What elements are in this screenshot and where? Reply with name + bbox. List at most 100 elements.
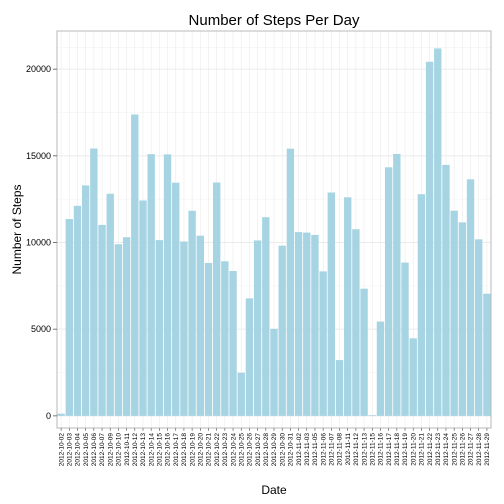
bar [368,415,376,416]
bar [188,210,196,416]
x-tick-label: 2012-11-07 [329,433,336,466]
bar [475,239,483,416]
x-tick-label: 2012-11-06 [320,433,327,466]
x-tick-label: 2012-10-26 [247,433,254,467]
x-tick-label: 2012-11-03 [304,433,311,466]
x-tick-label: 2012-11-13 [361,433,368,466]
bar [303,232,311,416]
bar [335,360,344,416]
x-tick-label: 2012-11-29 [484,433,491,466]
bar [245,298,254,416]
x-tick-label: 2012-11-05 [312,433,319,466]
bar [90,148,98,416]
bar [172,182,180,416]
bar [73,205,82,416]
bar [344,197,352,416]
x-tick-label: 2012-11-16 [378,433,385,466]
bar [81,185,90,416]
bar [229,271,237,416]
x-tick-label: 2012-10-13 [140,433,147,467]
x-tick-label: 2012-10-23 [222,433,229,467]
x-tick-label: 2012-10-09 [107,433,114,467]
bar [65,219,73,416]
x-tick-label: 2012-10-05 [83,433,90,467]
bar [122,237,131,416]
chart-title: Number of Steps Per Day [189,12,360,29]
bar [311,234,319,416]
x-axis: 2012-10-02 2012-10-03 2012-10-04 2012-10-05… [58,428,491,466]
x-tick-label: 2012-11-19 [402,433,409,466]
x-tick-label: 2012-11-25 [451,433,458,466]
bar [221,261,229,416]
x-tick-label: 2012-10-02 [58,433,65,467]
bar [434,48,442,416]
bar [409,338,417,416]
x-tick-label: 2012-11-21 [419,433,426,466]
bar [155,240,164,416]
bar [262,217,270,416]
bar [360,288,368,416]
x-tick-label: 2012-10-29 [271,433,278,467]
bar [286,148,295,416]
x-tick-label: 2012-11-23 [435,433,442,466]
x-tick-label: 2012-10-22 [214,433,221,467]
x-tick-label: 2012-11-27 [468,433,475,466]
y-tick-label: 15000 [26,151,51,161]
x-tick-label: 2012-10-12 [132,433,139,467]
bar [278,245,286,416]
x-tick-label: 2012-10-15 [157,433,164,467]
bar [327,192,336,416]
bar [417,194,426,416]
x-tick-label: 2012-10-11 [124,433,131,466]
x-tick-label: 2012-10-19 [189,433,196,467]
x-tick-label: 2012-10-10 [116,433,123,467]
bar [384,167,393,416]
x-tick-label: 2012-10-24 [230,433,237,467]
x-tick-label: 2012-11-22 [427,433,434,466]
x-tick-label: 2012-11-12 [353,433,360,466]
x-tick-label: 2012-11-28 [476,433,483,466]
bar [106,193,114,416]
bar [131,114,139,416]
bar [450,210,458,416]
x-axis-title: Date [261,483,287,497]
bar [270,328,278,416]
bar [147,154,155,416]
x-tick-label: 2012-11-15 [369,433,376,466]
bar [98,224,106,416]
bar [237,372,245,416]
x-tick-label: 2012-11-17 [386,433,393,466]
bar [139,200,147,416]
bars-layer [57,48,491,416]
bar [376,321,385,416]
bar [253,240,262,416]
bar [196,235,204,416]
bar [294,232,303,416]
x-tick-label: 2012-11-02 [296,433,303,466]
x-tick-label: 2012-11-08 [337,433,344,466]
x-tick-label: 2012-10-03 [66,433,73,467]
x-tick-label: 2012-10-17 [173,433,180,467]
x-tick-label: 2012-11-20 [410,433,417,466]
bar [57,413,65,416]
x-tick-label: 2012-11-11 [345,433,352,466]
bar [204,262,213,416]
y-axis: 0 5000 10000 15000 20000 [26,64,57,421]
x-tick-label: 2012-10-18 [181,433,188,467]
x-tick-label: 2012-10-31 [288,433,295,467]
bar [425,61,434,416]
bar [319,271,327,416]
x-tick-label: 2012-11-24 [443,433,450,466]
bar [114,244,123,416]
bar [483,293,491,416]
bar [401,262,409,416]
x-tick-label: 2012-11-26 [460,433,467,466]
y-tick-label: 20000 [26,64,51,74]
bar [458,222,467,416]
y-tick-label: 10000 [26,238,51,248]
y-tick-label: 0 [46,411,51,421]
bar [163,154,172,416]
x-tick-label: 2012-10-21 [206,433,213,467]
